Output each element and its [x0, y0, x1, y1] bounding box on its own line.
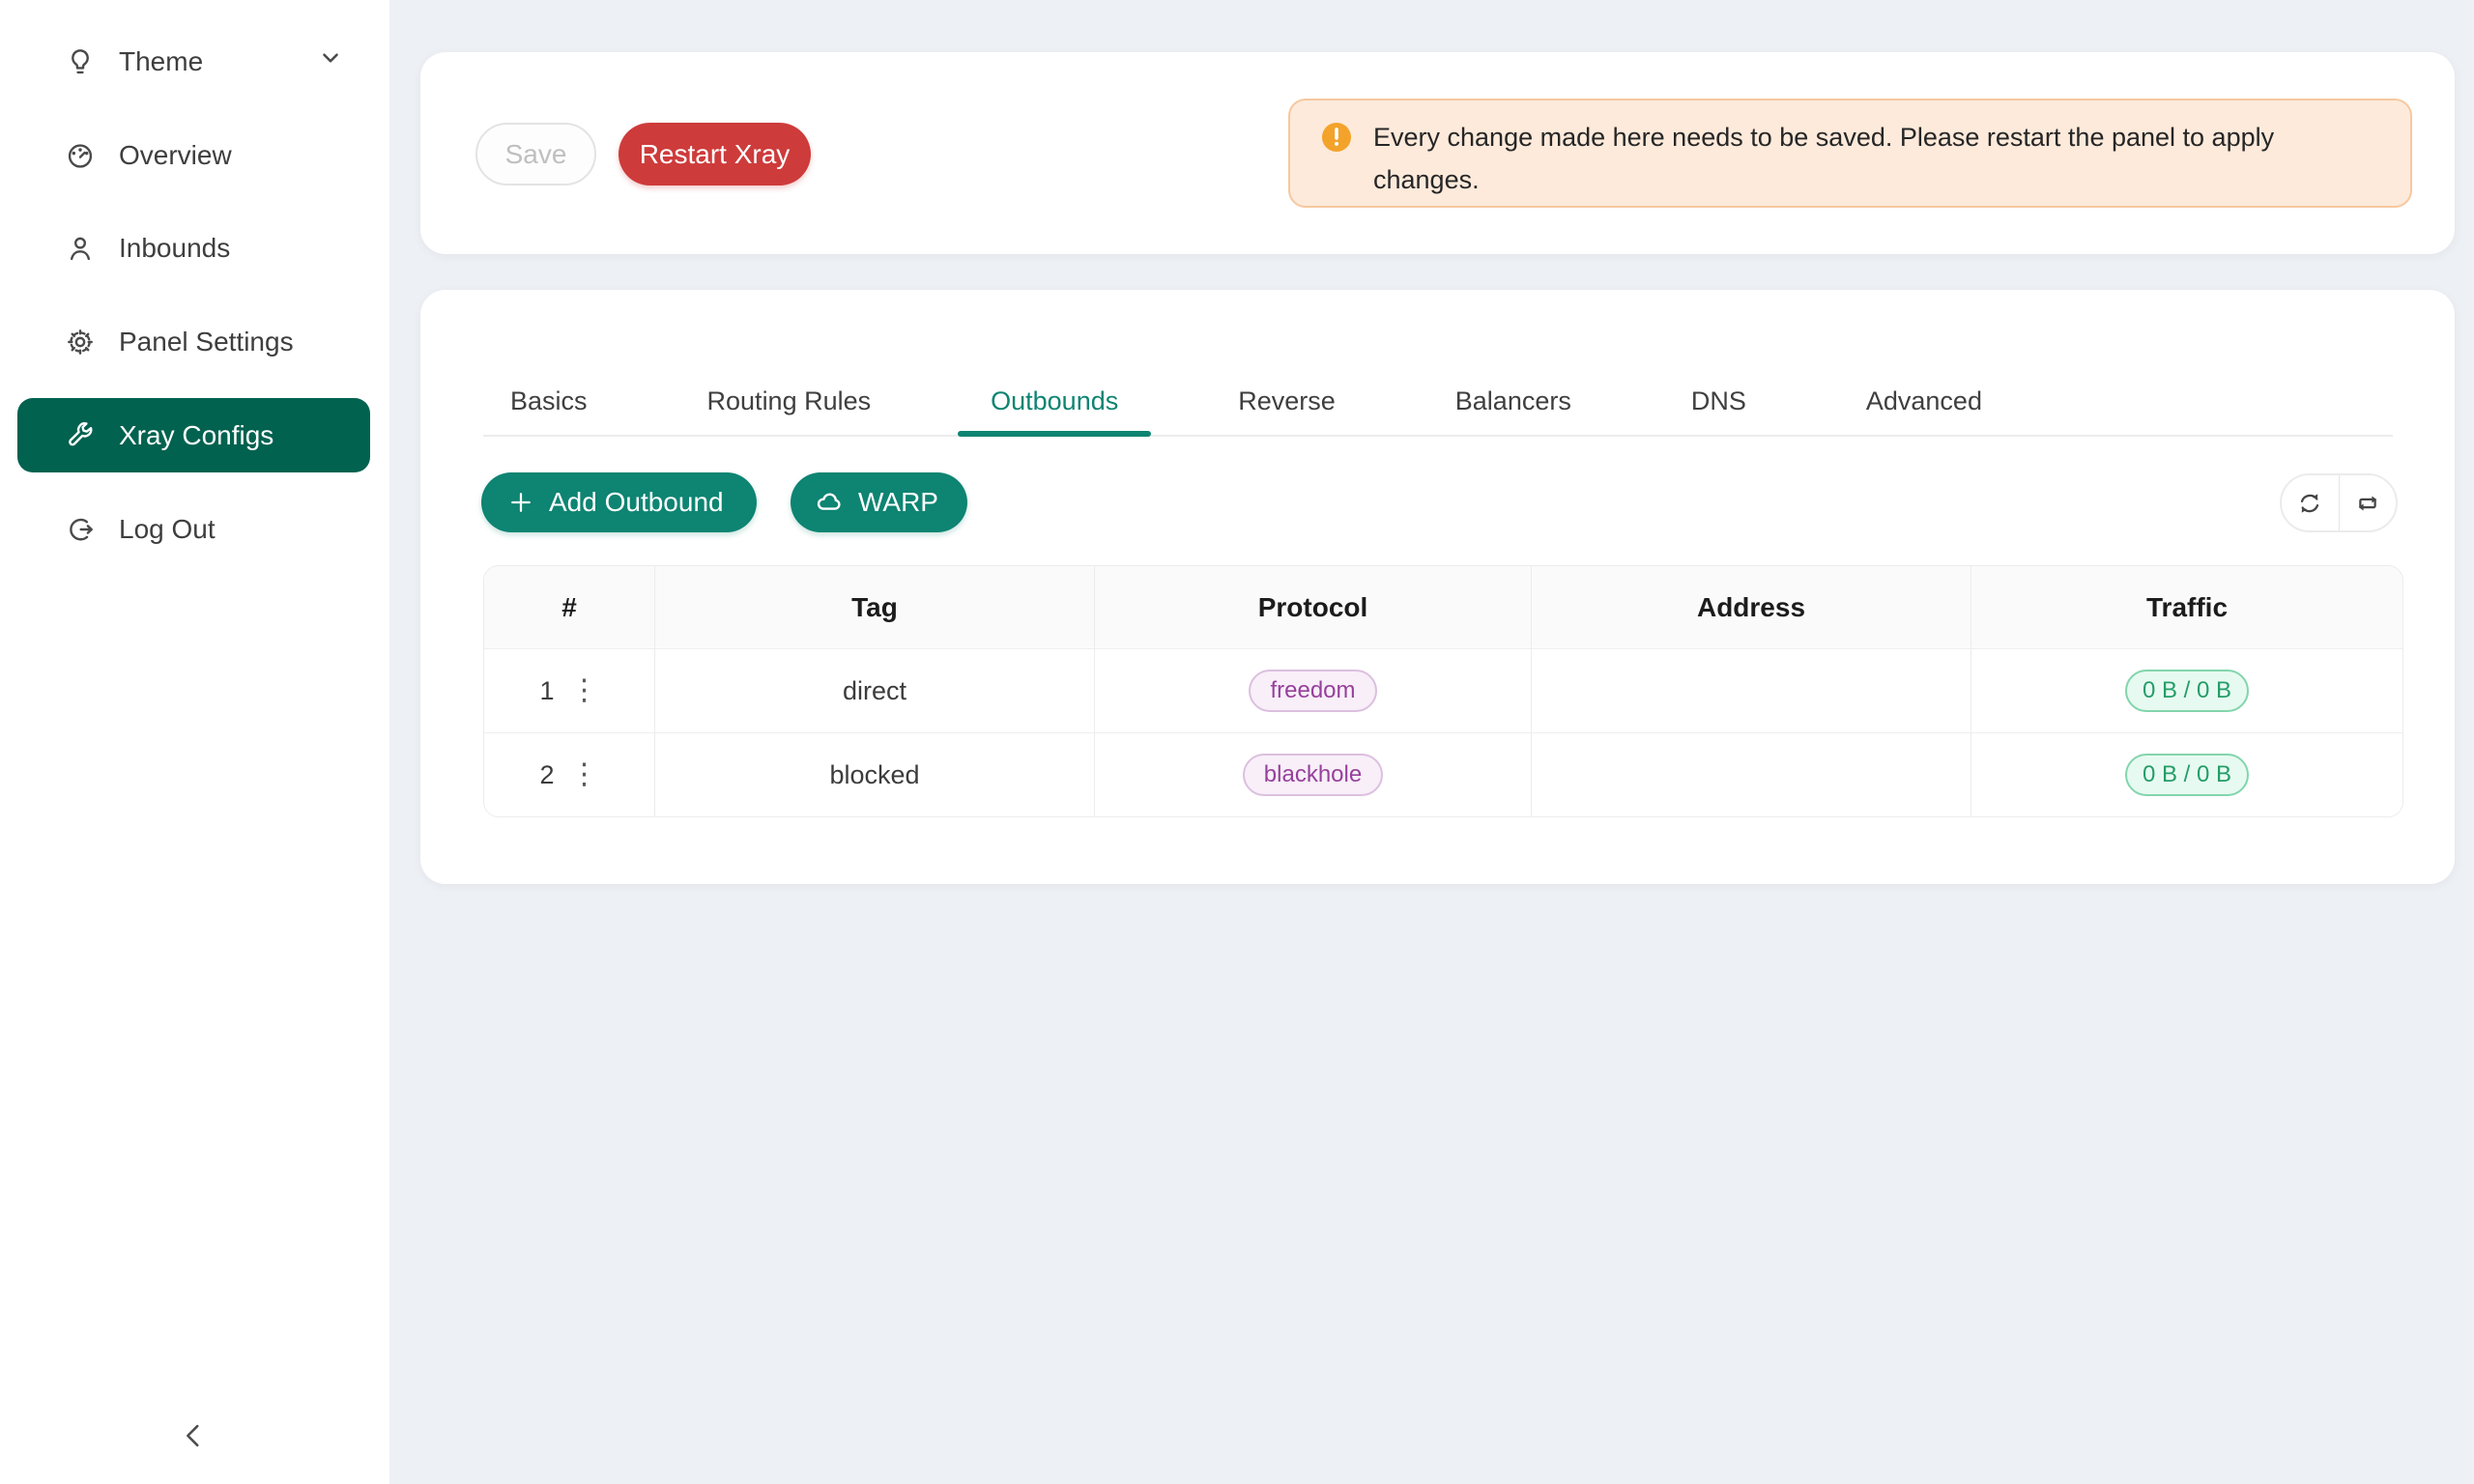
protocol-cell: blackhole	[1095, 732, 1532, 816]
address-cell	[1532, 732, 1971, 816]
warp-button[interactable]: WARP	[791, 472, 967, 532]
tab-reverse[interactable]: Reverse	[1238, 385, 1336, 415]
row-number: 1	[539, 675, 555, 705]
row-menu-icon[interactable]: ⋮	[569, 674, 599, 706]
refresh-button[interactable]	[2282, 475, 2339, 530]
xray-configs-card: Basics Routing Rules Outbounds Reverse B…	[420, 290, 2455, 884]
user-icon	[71, 237, 90, 260]
traffic-cell: 0 B / 0 B	[1971, 732, 2402, 816]
add-outbound-button[interactable]: Add Outbound	[481, 472, 757, 532]
tab-basics[interactable]: Basics	[510, 385, 588, 415]
traffic-badge: 0 B / 0 B	[2124, 670, 2250, 712]
tab-outbounds[interactable]: Outbounds	[958, 367, 1152, 437]
table-actions-group	[2280, 473, 2398, 532]
reset-traffic-button[interactable]	[2338, 475, 2397, 530]
wrench-icon	[69, 421, 93, 445]
chevron-down-icon	[318, 45, 343, 77]
column-header-traffic: Traffic	[1971, 566, 2402, 648]
tag-cell: blocked	[655, 732, 1095, 816]
outbounds-table: # Tag Protocol Address Traffic 1 ⋮ direc…	[483, 565, 2403, 817]
sidebar-item-label: Panel Settings	[119, 326, 294, 357]
warp-label: WARP	[858, 487, 938, 517]
tag-cell: direct	[655, 648, 1095, 732]
traffic-badge: 0 B / 0 B	[2124, 754, 2250, 796]
tab-routing-rules[interactable]: Routing Rules	[706, 385, 872, 415]
cloud-icon	[817, 493, 841, 510]
column-header-address: Address	[1532, 566, 1971, 648]
sync-icon	[2301, 493, 2319, 513]
alert-message: Every change made here needs to be saved…	[1373, 123, 2275, 194]
collapse-sidebar-button[interactable]	[166, 1409, 220, 1463]
save-button[interactable]: Save	[475, 123, 596, 186]
row-menu-icon[interactable]: ⋮	[569, 758, 599, 790]
warning-icon	[1322, 123, 1351, 152]
sidebar-item-label: Overview	[119, 139, 232, 170]
repeat-icon	[2358, 496, 2377, 510]
sidebar-item-overview[interactable]: Overview	[17, 118, 370, 192]
column-header-tag: Tag	[655, 566, 1095, 648]
sidebar-item-label: Theme	[119, 45, 204, 76]
restart-xray-button[interactable]: Restart Xray	[618, 123, 811, 186]
add-outbound-label: Add Outbound	[549, 487, 724, 517]
address-cell	[1532, 648, 1971, 732]
protocol-cell: freedom	[1095, 648, 1532, 732]
sidebar-item-xray-configs[interactable]: Xray Configs	[17, 398, 370, 472]
sidebar-item-log-out[interactable]: Log Out	[17, 492, 370, 566]
sidebar-item-panel-settings[interactable]: Panel Settings	[17, 304, 370, 379]
restart-warning-alert: Every change made here needs to be saved…	[1288, 99, 2412, 208]
gauge-icon	[68, 143, 93, 168]
sidebar-item-label: Xray Configs	[119, 419, 274, 450]
row-number: 2	[539, 759, 555, 789]
sidebar-item-label: Log Out	[119, 513, 216, 544]
sidebar-item-inbounds[interactable]: Inbounds	[17, 211, 370, 285]
lightbulb-icon	[72, 48, 89, 73]
gear-icon	[68, 328, 93, 355]
column-header-protocol: Protocol	[1095, 566, 1532, 648]
table-row-index: 1 ⋮	[484, 648, 655, 732]
traffic-cell: 0 B / 0 B	[1971, 648, 2402, 732]
tab-balancers[interactable]: Balancers	[1454, 385, 1571, 415]
tab-dns[interactable]: DNS	[1690, 385, 1746, 415]
protocol-badge: freedom	[1249, 670, 1377, 712]
logout-icon	[70, 518, 93, 540]
protocol-badge: blackhole	[1242, 754, 1384, 796]
sidebar-item-label: Inbounds	[119, 232, 231, 263]
sidebar: Theme Overview Inbounds	[0, 0, 389, 1484]
tab-advanced[interactable]: Advanced	[1865, 385, 1982, 415]
table-row-index: 2 ⋮	[484, 732, 655, 816]
chevron-left-icon	[187, 1424, 199, 1447]
save-restart-card: Save Restart Xray Every change made here…	[420, 52, 2455, 254]
sidebar-item-theme[interactable]: Theme	[17, 24, 370, 99]
column-header-index: #	[484, 566, 655, 648]
config-tabs: Basics Routing Rules Outbounds Reverse B…	[483, 367, 2393, 437]
plus-icon	[511, 493, 531, 512]
